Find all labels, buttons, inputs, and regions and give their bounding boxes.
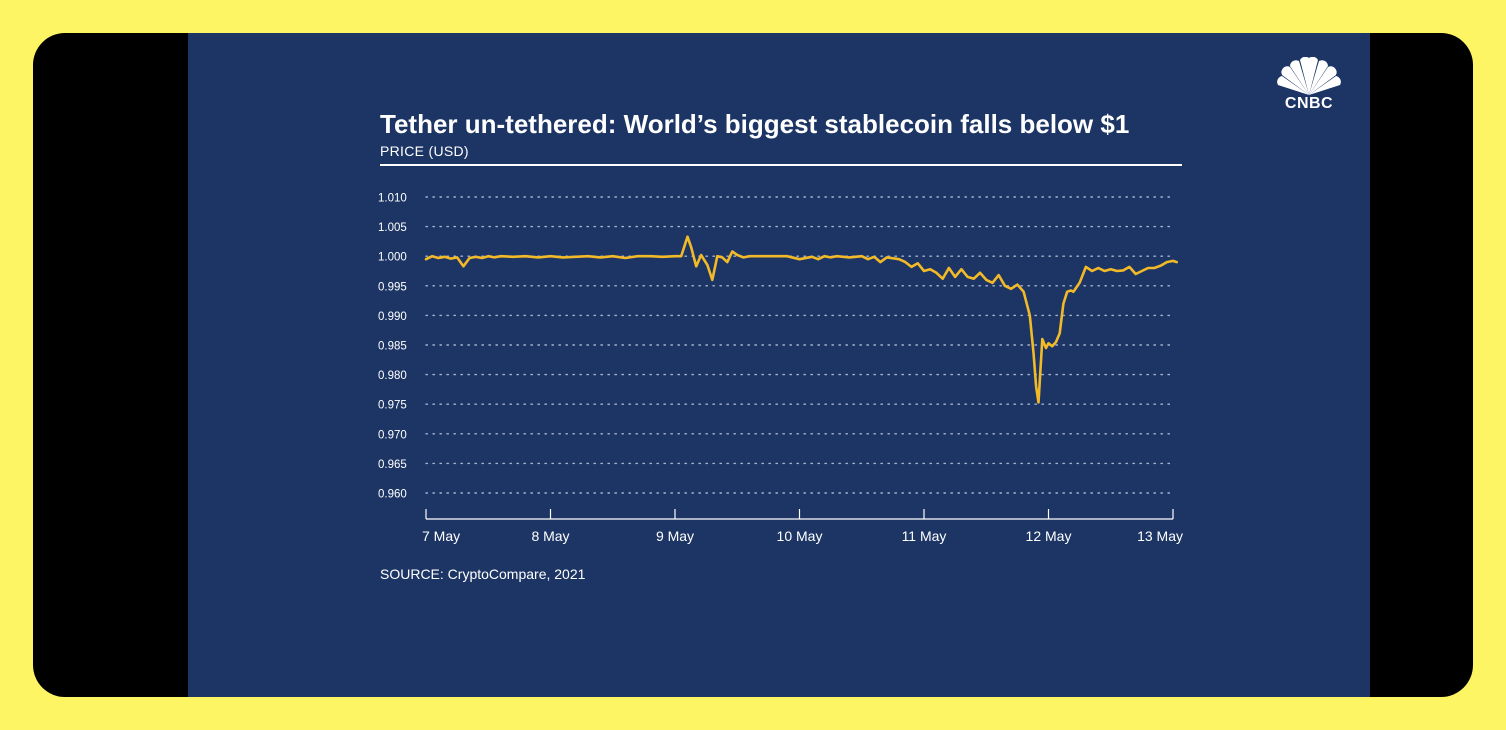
y-tick-label: 0.965 [378, 459, 407, 471]
y-tick-label: 1.000 [378, 252, 407, 264]
chart-subtitle: PRICE (USD) [380, 143, 469, 159]
x-tick-label: 12 May [1026, 528, 1072, 544]
y-tick-label: 0.980 [378, 370, 407, 382]
x-tick-label: 13 May [1137, 528, 1183, 544]
y-tick-label: 0.970 [378, 429, 407, 441]
y-tick-label: 0.995 [378, 281, 407, 293]
x-tick-label: 7 May [422, 528, 460, 544]
y-tick-label: 1.005 [378, 222, 407, 234]
y-tick-label: 1.010 [378, 193, 407, 205]
chart-title: Tether un-tethered: World’s biggest stab… [380, 109, 1130, 139]
video-frame: CNBC Tether un-tethered: World’s biggest… [33, 33, 1473, 697]
title-divider [380, 164, 1182, 166]
chart-slide: CNBC Tether un-tethered: World’s biggest… [188, 33, 1370, 697]
line-chart: 1.010 1.005 1.000 0.995 0.990 0.985 0.980 0.975… [378, 193, 1183, 545]
y-tick-label: 0.990 [378, 311, 407, 323]
x-tick-label: 8 May [531, 528, 569, 544]
series-line [424, 235, 1179, 404]
logo-wordmark: CNBC [1284, 95, 1334, 112]
source-note: SOURCE: CryptoCompare, 2021 [380, 566, 586, 582]
x-tick-label: 9 May [656, 528, 694, 544]
y-tick-label: 0.975 [378, 400, 407, 412]
x-tick-label: 11 May [902, 528, 947, 544]
y-tick-label: 0.985 [378, 341, 407, 353]
peacock-icon [1277, 57, 1341, 95]
cnbc-logo: CNBC [1270, 57, 1348, 115]
y-tick-label: 0.960 [378, 489, 407, 501]
x-tick-label: 10 May [777, 528, 823, 544]
